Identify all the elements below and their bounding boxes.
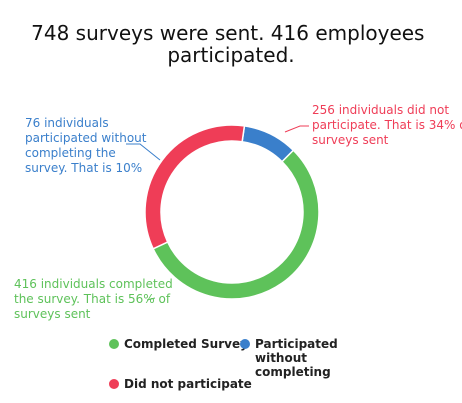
legend-item-did-not-participate[interactable]: Did not participate xyxy=(109,377,252,391)
legend-item-participated-without-completing[interactable]: Participated without completing xyxy=(240,337,338,379)
chart-title: 748 surveys were sent. 416 employees par… xyxy=(31,21,431,67)
callout-label-line: completing the xyxy=(25,146,116,160)
callout-leader-line xyxy=(146,297,156,301)
callout-label: 256 individuals did not participate. That… xyxy=(312,103,462,147)
callouts: 416 individuals completed the survey. Tha… xyxy=(14,103,462,321)
callout-label-line: participated without xyxy=(25,131,147,145)
donut-slice-completed-survey[interactable] xyxy=(152,149,320,300)
callout-leader-line xyxy=(284,125,309,133)
callout-label: 76 individuals participated without comple… xyxy=(25,116,147,175)
callout-label-line: 416 individuals completed xyxy=(14,277,173,291)
callout-label-line: survey. That is 10% xyxy=(25,161,142,175)
callout-label-line: 256 individuals did not xyxy=(312,103,449,117)
callout-label-line: surveys sent xyxy=(312,133,389,147)
callout-leader-line xyxy=(126,143,161,161)
legend-item-completed-survey[interactable]: Completed Survey xyxy=(109,337,248,351)
chart-title-line-2: participated. xyxy=(167,43,294,67)
donut-slice-did-not-participate[interactable] xyxy=(144,124,246,250)
callout-label-line: the survey. That is 56% of xyxy=(14,292,171,306)
legend-marker xyxy=(109,339,119,349)
legend-marker xyxy=(109,379,119,389)
callout-label: 416 individuals completed the survey. Tha… xyxy=(14,277,173,321)
callout-label-line: surveys sent xyxy=(14,307,91,321)
callout-label-line: participate. That is 34% of xyxy=(312,118,462,132)
callout-label-line: 76 individuals xyxy=(25,116,109,130)
chart-title-line-1: 748 surveys were sent. 416 employees xyxy=(31,21,424,45)
legend-label: Participated without completing xyxy=(255,337,338,379)
legend-marker xyxy=(240,339,250,349)
callout-leaders xyxy=(126,125,309,301)
legend: Completed Survey Participated without compl… xyxy=(109,337,338,391)
legend-label: Did not participate xyxy=(124,377,252,391)
legend-label: Completed Survey xyxy=(124,337,248,351)
donut-segments xyxy=(144,124,320,300)
